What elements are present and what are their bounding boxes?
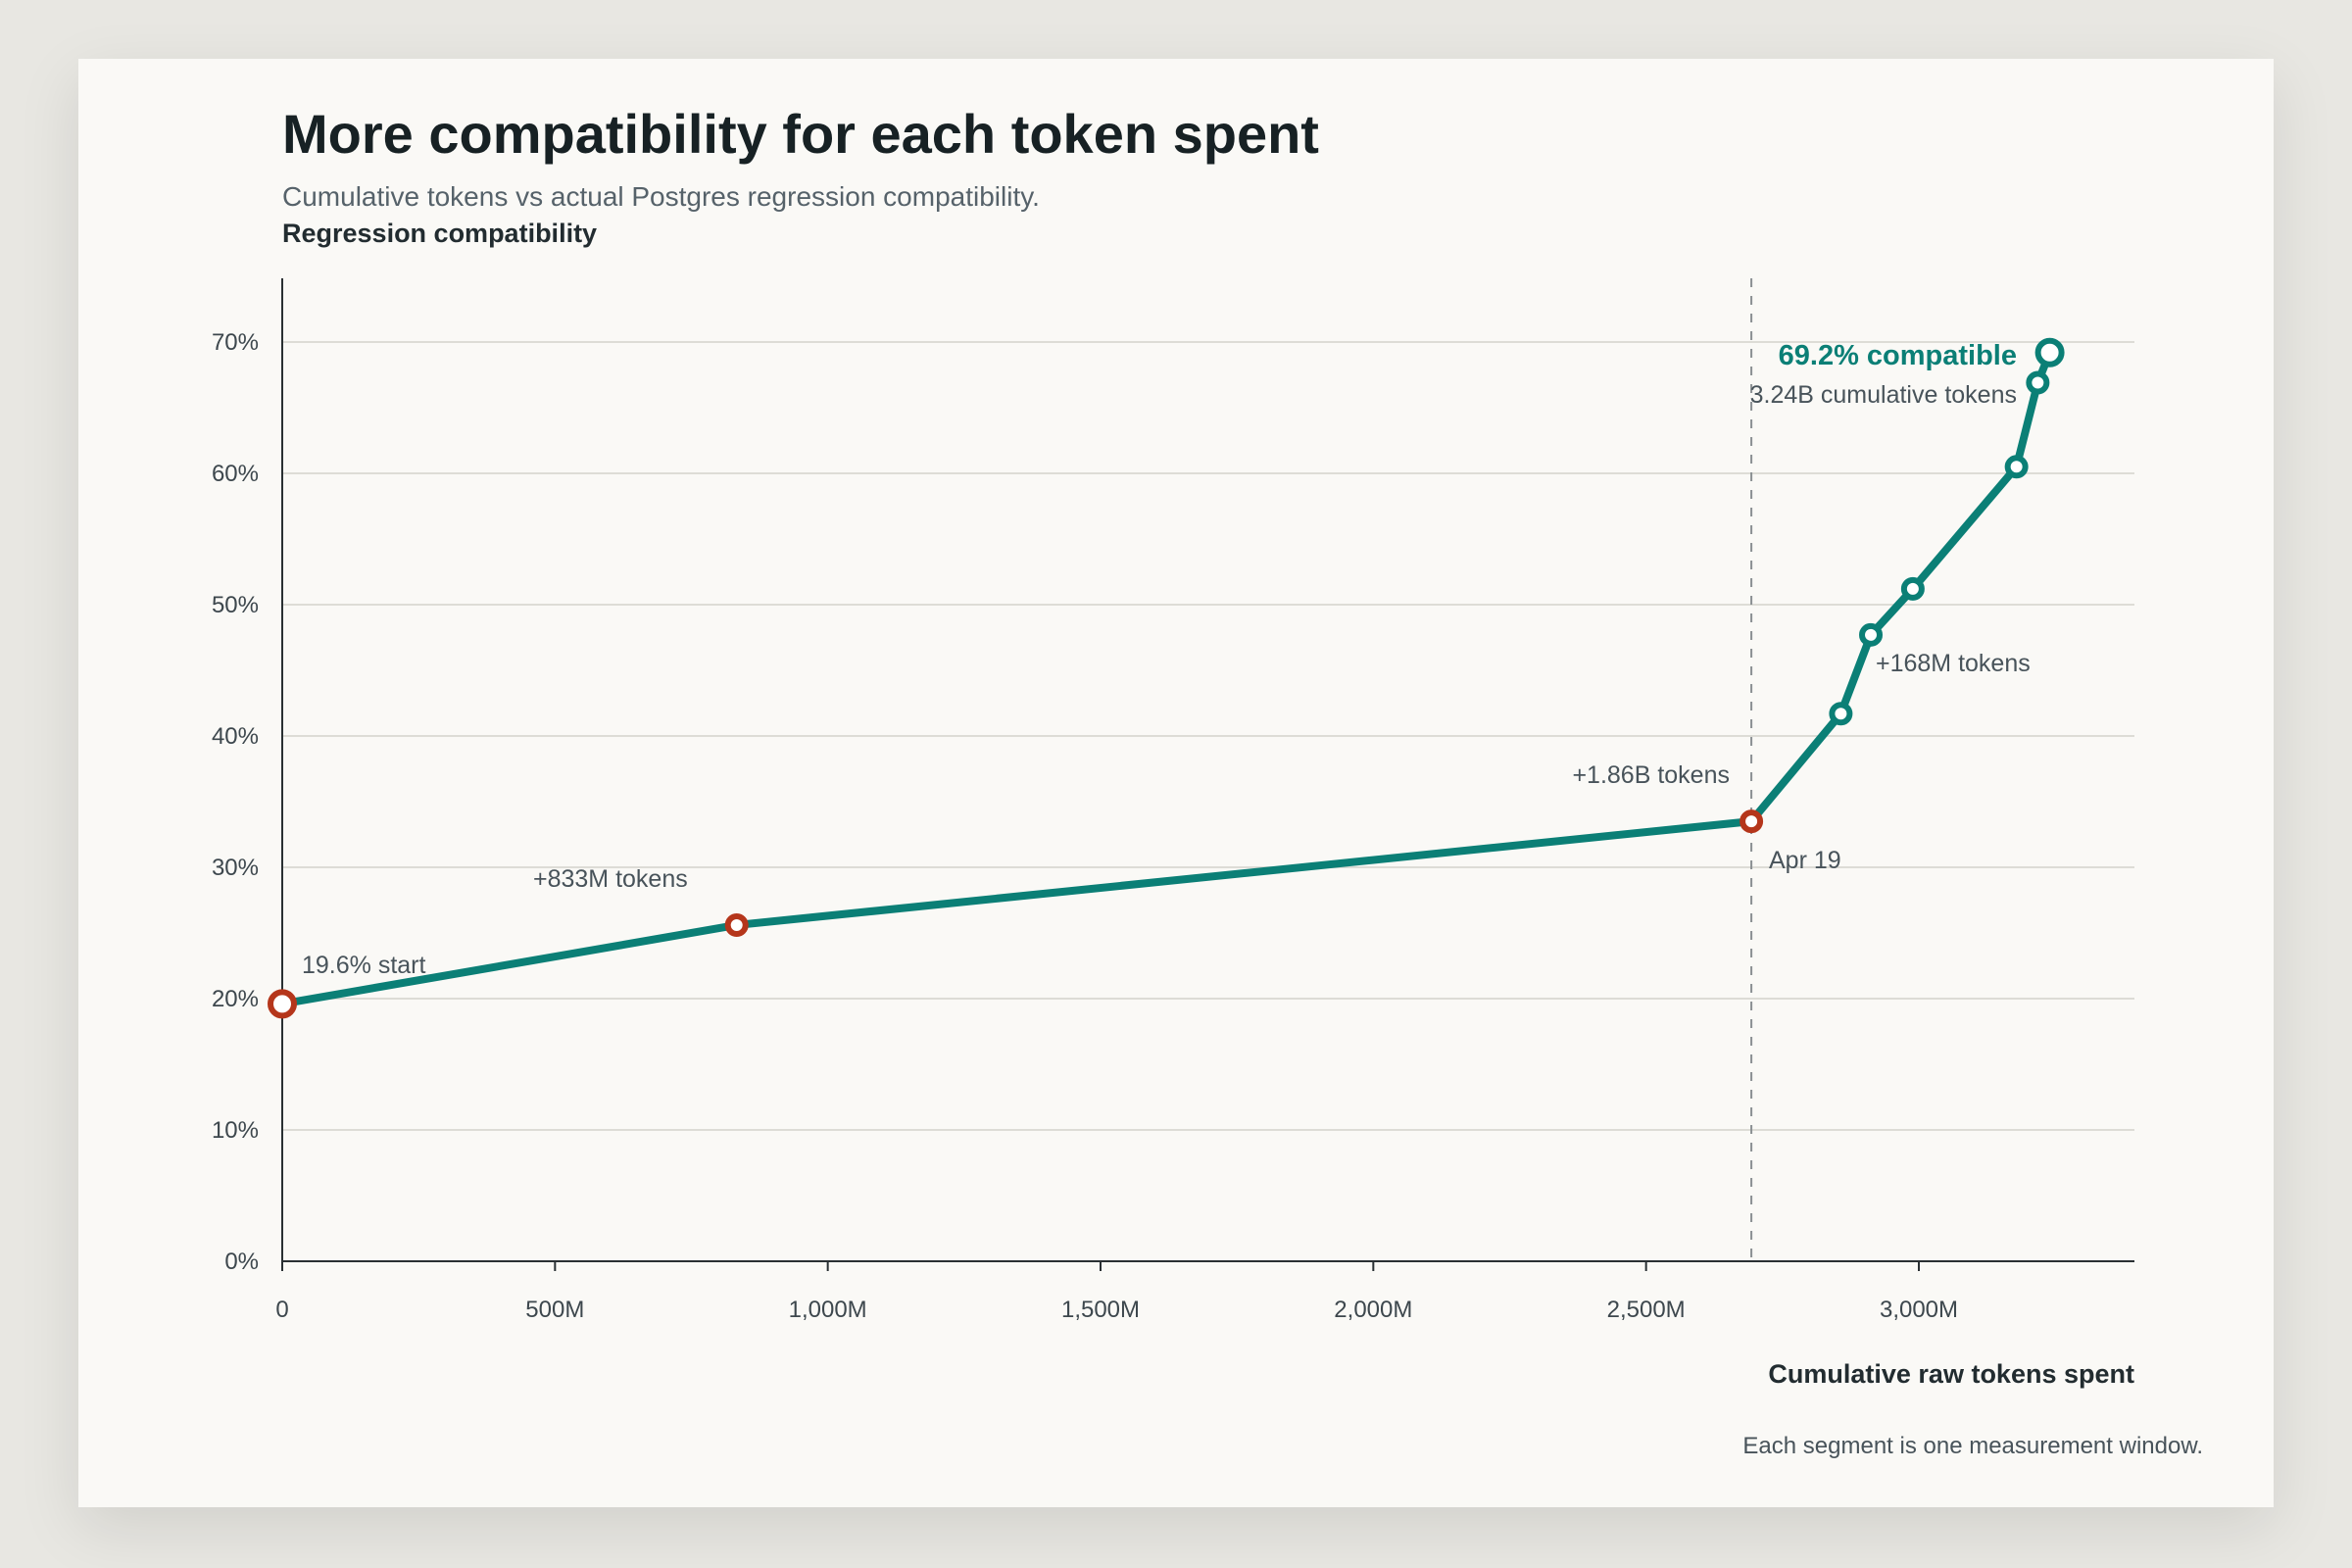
y-tick-label: 70% <box>212 329 259 356</box>
chart-title: More compatibility for each token spent <box>282 103 1319 165</box>
data-point <box>1900 576 1925 601</box>
annotation-final-value: 69.2% compatible <box>1779 340 2017 371</box>
annotation-segment-2: +1.86B tokens <box>1572 761 1730 789</box>
annotation-segment-1: +833M tokens <box>533 865 688 893</box>
x-tick-label: 2,500M <box>1607 1297 1686 1323</box>
y-axis-label: Regression compatibility <box>282 219 597 248</box>
x-tick-label: 1,500M <box>1061 1297 1140 1323</box>
y-tick-label: 0% <box>224 1249 259 1275</box>
annotation-final-tokens: 3.24B cumulative tokens <box>1750 381 2017 409</box>
reference-line-label: Apr 19 <box>1769 847 1841 874</box>
milestone-point <box>1740 809 1764 834</box>
x-tick-label: 500M <box>525 1297 584 1323</box>
x-tick-label: 1,000M <box>789 1297 867 1323</box>
final-point <box>2034 337 2065 368</box>
annotation-start: 19.6% start <box>302 952 426 979</box>
data-point <box>2004 455 2029 479</box>
y-tick-label: 10% <box>212 1117 259 1144</box>
x-tick-label: 3,000M <box>1880 1297 1958 1323</box>
x-tick-label: 0 <box>275 1297 288 1323</box>
footnote: Each segment is one measurement window. <box>1742 1433 2203 1459</box>
series-line <box>278 348 2054 1008</box>
x-axis-label: Cumulative raw tokens spent <box>1768 1359 2134 1389</box>
y-tick-label: 50% <box>212 592 259 618</box>
data-point <box>1859 622 1884 647</box>
annotation-segment-3: +168M tokens <box>1876 650 2031 677</box>
y-tick-label: 40% <box>212 723 259 750</box>
milestone-point <box>268 989 297 1019</box>
chart-subtitle: Cumulative tokens vs actual Postgres reg… <box>282 181 1040 212</box>
milestone-point <box>724 912 749 937</box>
chart-card <box>78 59 2274 1507</box>
y-tick-label: 60% <box>212 461 259 487</box>
data-point <box>2026 370 2050 395</box>
data-point <box>1829 702 1853 726</box>
y-tick-label: 30% <box>212 855 259 881</box>
y-tick-label: 20% <box>212 986 259 1012</box>
x-tick-label: 2,000M <box>1334 1297 1412 1323</box>
